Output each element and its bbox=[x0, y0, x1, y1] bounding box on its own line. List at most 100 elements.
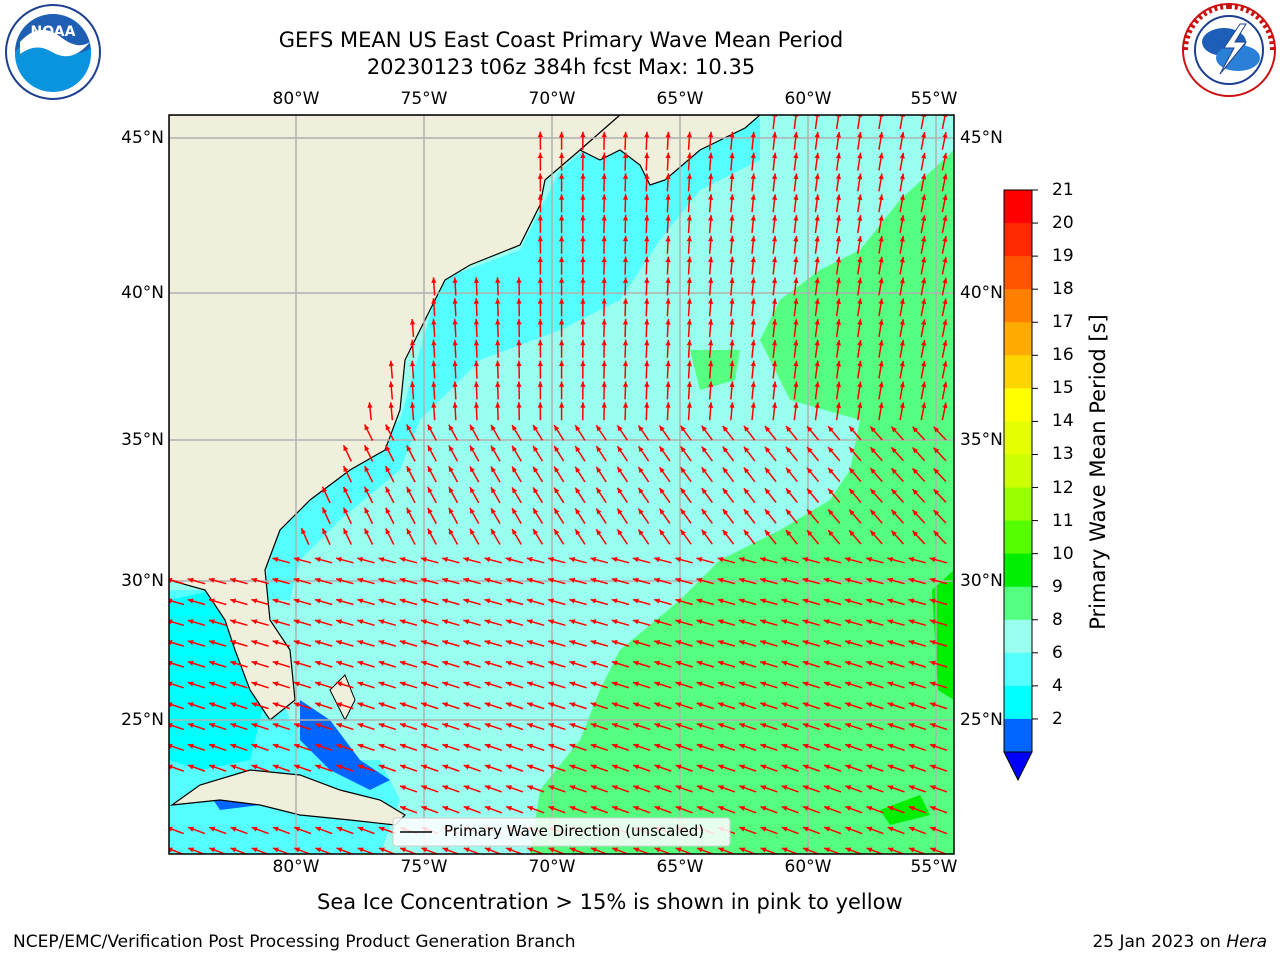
wave-arrow-head bbox=[442, 723, 449, 728]
wave-arrow-head bbox=[644, 215, 650, 221]
colorbar-tick: 13 bbox=[1052, 444, 1074, 465]
wave-arrow-head bbox=[208, 577, 215, 583]
wave-arrow-head bbox=[601, 173, 607, 179]
wave-arrow-head bbox=[665, 319, 671, 325]
wave-arrow-head bbox=[208, 640, 215, 646]
wave-arrow-head bbox=[717, 598, 724, 604]
wave-arrow-head bbox=[357, 660, 364, 666]
wave-arrow-head bbox=[675, 743, 682, 749]
wave-arrow-head bbox=[448, 528, 454, 535]
wave-arrow-head bbox=[505, 640, 512, 646]
wave-arrow-head bbox=[406, 507, 412, 514]
wave-arrow-head bbox=[899, 173, 905, 180]
wave-arrow-head bbox=[857, 194, 863, 201]
wave-arrow-head bbox=[644, 152, 650, 159]
wave-arrow-head bbox=[814, 360, 820, 367]
wave-arrow-head bbox=[527, 660, 533, 666]
wave-arrow-head bbox=[442, 640, 449, 646]
wave-arrow-head bbox=[495, 298, 501, 304]
wave-arrow-head bbox=[675, 598, 682, 604]
wave-arrow-head bbox=[793, 360, 799, 367]
wave-arrow-head bbox=[554, 466, 560, 473]
wave-arrow-head bbox=[857, 339, 863, 346]
wave-arrow-head bbox=[887, 764, 894, 770]
wave-arrow-head bbox=[378, 640, 385, 646]
wave-arrow-head bbox=[378, 681, 385, 687]
wave-arrow-head bbox=[887, 743, 894, 749]
wave-arrow-head bbox=[659, 467, 665, 474]
wave-arrow-head bbox=[921, 132, 927, 138]
wave-arrow-head bbox=[844, 640, 851, 646]
wave-arrow-head bbox=[357, 702, 364, 708]
wave-arrow-head bbox=[887, 681, 894, 687]
wave-arrow-head bbox=[760, 806, 767, 811]
wave-arrow-head bbox=[771, 319, 778, 325]
wave-arrow-head bbox=[484, 577, 491, 583]
wave-arrow-head bbox=[343, 486, 349, 493]
colorbar-label: Primary Wave Mean Period [s] bbox=[1086, 314, 1110, 630]
wave-arrow-head bbox=[771, 402, 778, 408]
wave-arrow-head bbox=[251, 723, 258, 728]
wave-arrow-head bbox=[421, 785, 428, 791]
wave-arrow-head bbox=[272, 702, 279, 708]
wave-arrow-head bbox=[516, 339, 522, 346]
wave-arrow-head bbox=[738, 557, 745, 563]
colorbar-segment bbox=[1004, 586, 1032, 621]
wave-arrow-head bbox=[590, 660, 597, 666]
wave-arrow-head bbox=[409, 360, 416, 367]
wave-arrow-head bbox=[473, 402, 480, 408]
wave-arrow-head bbox=[385, 466, 391, 473]
wave-arrow-head bbox=[611, 640, 618, 646]
wave-arrow-head bbox=[771, 277, 778, 284]
period-band-9-10s bbox=[530, 150, 954, 854]
wave-arrow-head bbox=[612, 847, 619, 853]
wave-arrow-head bbox=[654, 847, 661, 853]
wave-arrow-head bbox=[857, 115, 863, 117]
wave-arrow-head bbox=[448, 487, 454, 494]
wave-arrow-head bbox=[845, 785, 852, 791]
period-band-9-10s-patch bbox=[690, 350, 740, 390]
wave-arrow-head bbox=[230, 764, 237, 770]
wave-arrow-head bbox=[484, 660, 491, 666]
nws-logo bbox=[1182, 3, 1276, 97]
wave-arrow-head bbox=[169, 826, 173, 832]
wave-arrow-head bbox=[654, 743, 661, 749]
wave-arrow-head bbox=[421, 723, 428, 728]
wave-arrow-head bbox=[484, 723, 491, 728]
wave-arrow-head bbox=[921, 115, 927, 118]
wave-arrow-head bbox=[580, 339, 586, 346]
wave-arrow-head bbox=[596, 466, 602, 473]
wave-arrow-head bbox=[878, 360, 884, 367]
wave-arrow-head bbox=[601, 339, 607, 346]
colorbar-segment bbox=[1004, 652, 1032, 687]
wave-arrow-head bbox=[505, 723, 512, 728]
wave-arrow-head bbox=[921, 152, 927, 159]
wave-arrow-head bbox=[427, 445, 433, 452]
wave-arrow-head bbox=[771, 173, 778, 180]
wave-arrow-head bbox=[701, 446, 708, 453]
wave-arrow-head bbox=[409, 319, 416, 325]
wave-arrow-head bbox=[590, 743, 597, 749]
wave-arrow-head bbox=[420, 619, 427, 625]
wave-arrow-head bbox=[764, 509, 771, 516]
wave-arrow-head bbox=[912, 530, 919, 537]
wave-arrow-head bbox=[469, 528, 475, 535]
wave-arrow-head bbox=[537, 339, 543, 346]
wave-arrow-head bbox=[857, 319, 863, 325]
wave-arrow-head bbox=[251, 598, 258, 604]
wave-arrow-head bbox=[835, 215, 842, 221]
wave-arrow-head bbox=[665, 215, 671, 221]
wave-arrow-head bbox=[632, 619, 639, 625]
wave-arrow-head bbox=[617, 466, 623, 473]
wave-arrow-head bbox=[421, 660, 427, 666]
wave-arrow-head bbox=[665, 235, 671, 242]
wave-arrow-head bbox=[378, 660, 385, 666]
wave-arrow-head bbox=[554, 487, 560, 494]
wave-arrow-head bbox=[828, 488, 834, 495]
wave-arrow-head bbox=[844, 577, 851, 583]
wave-arrow-head bbox=[187, 723, 194, 728]
wave-arrow-head bbox=[580, 152, 586, 159]
wave-arrow-head bbox=[857, 235, 863, 242]
wave-arrow-head bbox=[420, 557, 427, 563]
wave-arrow-head bbox=[654, 660, 661, 666]
